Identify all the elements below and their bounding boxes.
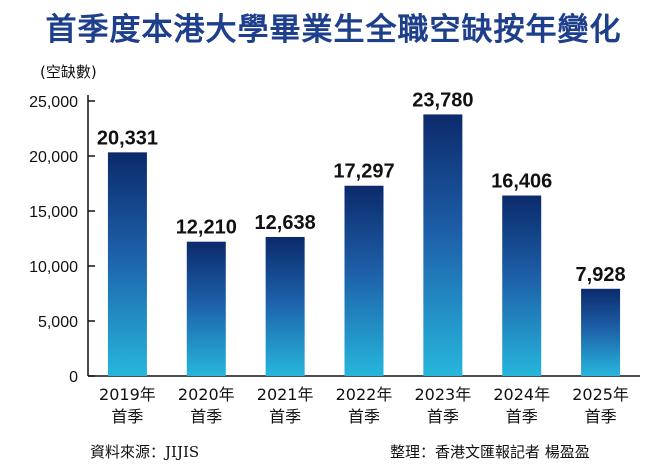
bar-value-label: 12,210 — [176, 217, 237, 239]
bar-value-label: 17,297 — [333, 161, 394, 183]
bars — [107, 114, 621, 377]
y-axis-label: (空缺數) — [40, 63, 97, 81]
x-tick-sublabel: 首季 — [111, 407, 143, 426]
x-tick-label: 2024年 — [493, 385, 550, 404]
source-note: 資料來源：JIJIS — [90, 443, 200, 461]
x-tick-label: 2022年 — [336, 385, 393, 404]
x-tick-label: 2021年 — [257, 385, 314, 404]
x-tick-sublabel: 首季 — [585, 407, 617, 426]
x-tick-label: 2023年 — [414, 385, 471, 404]
chart-title: 首季度本港大學畢業生全職空缺按年變化 — [45, 12, 622, 48]
x-tick-sublabel: 首季 — [427, 407, 459, 426]
bar-value-label: 12,638 — [255, 212, 316, 234]
credit-note: 整理：香港文匯報記者 楊盈盈 — [390, 443, 590, 461]
y-axis: 0 5,000 10,000 15,000 20,000 25,000 — [29, 94, 640, 386]
bar-value-label: 7,928 — [576, 264, 626, 286]
y-tick-label: 20,000 — [29, 149, 78, 166]
x-tick-label: 2020年 — [178, 385, 235, 404]
bar-value-label: 23,780 — [412, 89, 473, 111]
x-tick-sublabel: 首季 — [190, 407, 222, 426]
bar — [107, 152, 147, 376]
bar — [265, 236, 305, 376]
y-tick-label: 0 — [69, 369, 78, 386]
bar — [502, 195, 542, 376]
y-tick-label: 10,000 — [29, 259, 78, 276]
bar — [344, 185, 384, 376]
x-tick-sublabel: 首季 — [348, 407, 380, 426]
value-labels: 20,331 12,210 12,638 17,297 23,780 16,406 7,92… — [97, 89, 626, 285]
y-tick-label: 15,000 — [29, 204, 78, 221]
bar-value-label: 20,331 — [97, 127, 158, 149]
x-tick-sublabel: 首季 — [269, 407, 301, 426]
bar-value-label: 16,406 — [491, 171, 552, 193]
x-tick-sublabel: 首季 — [506, 407, 538, 426]
y-tick-label: 5,000 — [38, 314, 78, 331]
x-tick-label: 2019年 — [99, 385, 156, 404]
y-tick-label: 25,000 — [29, 94, 78, 111]
bar — [581, 288, 621, 376]
x-tick-label: 2025年 — [572, 385, 629, 404]
bar — [423, 114, 463, 377]
bar — [186, 241, 226, 376]
